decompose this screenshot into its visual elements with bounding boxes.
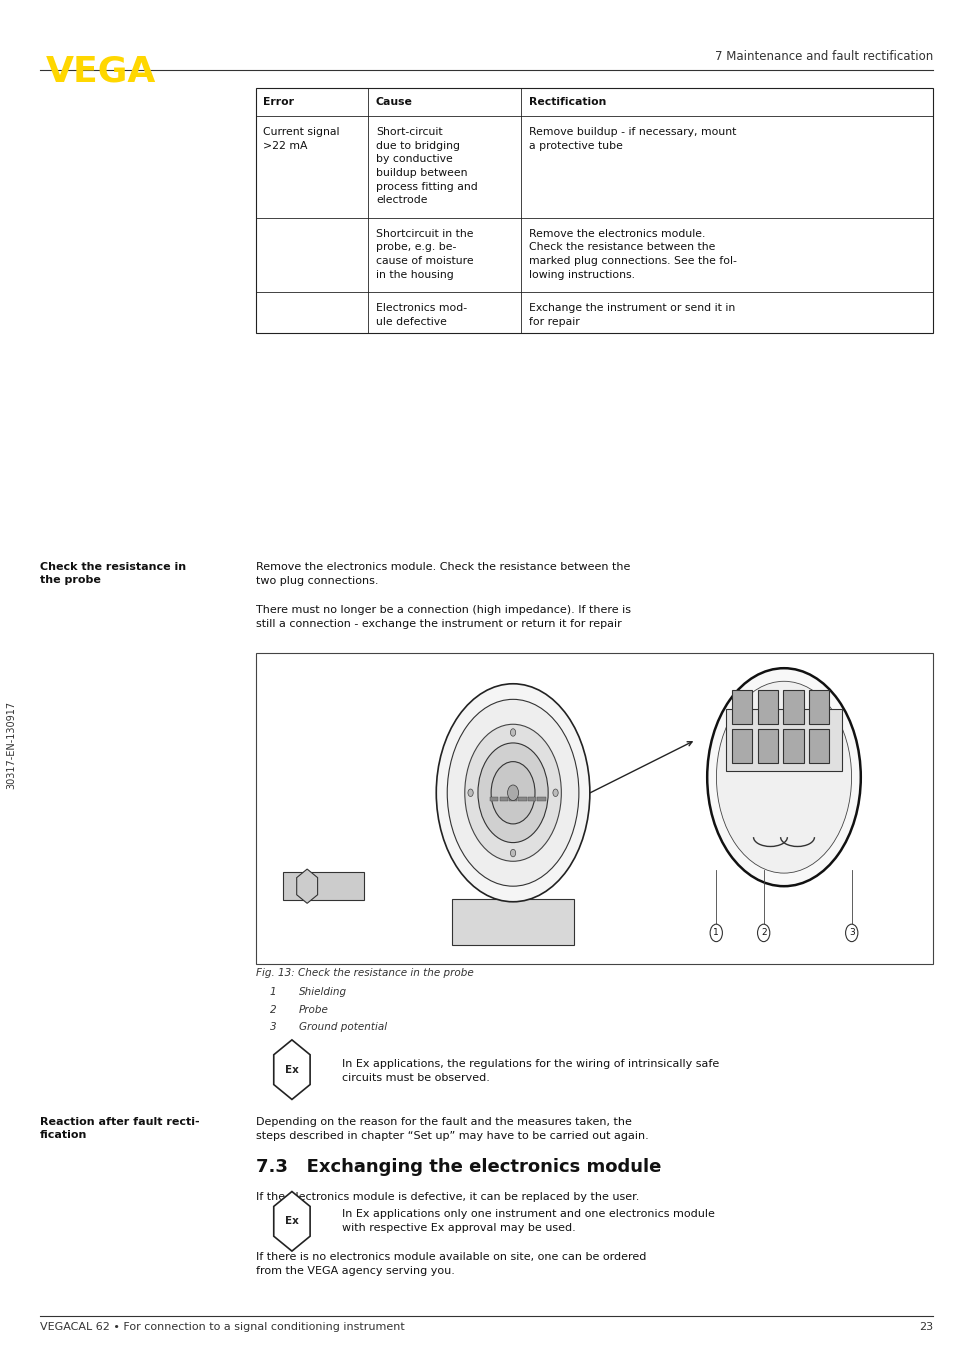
Text: Fig. 13: Check the resistance in the probe: Fig. 13: Check the resistance in the pro… (255, 968, 473, 978)
Text: Rectification: Rectification (528, 97, 605, 107)
Text: 7.3   Exchanging the electronics module: 7.3 Exchanging the electronics module (255, 1158, 660, 1175)
Circle shape (553, 789, 558, 796)
Polygon shape (274, 1192, 310, 1251)
Bar (255, 88, 932, 333)
Circle shape (844, 925, 857, 941)
Text: 30317-EN-130917: 30317-EN-130917 (7, 700, 16, 789)
Bar (782, 689, 802, 724)
Text: In Ex applications, the regulations for the wiring of intrinsically safe
circuit: In Ex applications, the regulations for … (341, 1059, 718, 1083)
Circle shape (507, 785, 518, 800)
Text: Short-circuit
due to bridging
by conductive
buildup between
process fitting and
: Short-circuit due to bridging by conduct… (375, 127, 477, 206)
Text: Shortcircuit in the
probe, e.g. be-
cause of moisture
in the housing: Shortcircuit in the probe, e.g. be- caus… (375, 229, 473, 280)
Text: Ex: Ex (285, 1064, 298, 1075)
Text: Electronics mod-
ule defective: Electronics mod- ule defective (375, 303, 467, 326)
Bar (731, 689, 751, 724)
Bar (782, 728, 802, 764)
Circle shape (436, 684, 589, 902)
Text: There must no longer be a connection (high impedance). If there is
still a conne: There must no longer be a connection (hi… (255, 605, 630, 630)
Text: Ex: Ex (285, 1216, 298, 1227)
Text: 2: 2 (270, 1005, 276, 1014)
Text: Reaction after fault recti-
fication: Reaction after fault recti- fication (40, 1117, 199, 1140)
Circle shape (491, 761, 535, 823)
Text: If there is no electronics module available on site, one can be ordered
from the: If there is no electronics module availa… (255, 1252, 645, 1277)
Text: Ground potential: Ground potential (298, 1022, 386, 1032)
Text: 1: 1 (713, 929, 719, 937)
Text: VEGACAL 62 • For connection to a signal conditioning instrument: VEGACAL 62 • For connection to a signal … (40, 1322, 404, 1331)
Text: Check the resistance in
the probe: Check the resistance in the probe (40, 562, 186, 585)
Text: Probe: Probe (298, 1005, 328, 1014)
Bar (757, 728, 777, 764)
Circle shape (716, 681, 851, 873)
Bar (282, 872, 364, 900)
Bar (537, 796, 545, 800)
Text: Shielding: Shielding (298, 987, 346, 997)
Bar (517, 796, 526, 800)
Text: 7 Maintenance and fault rectification: 7 Maintenance and fault rectification (714, 50, 932, 64)
Bar (808, 728, 828, 764)
Polygon shape (296, 869, 317, 903)
Text: Remove the electronics module.
Check the resistance between the
marked plug conn: Remove the electronics module. Check the… (528, 229, 736, 280)
Circle shape (510, 849, 516, 857)
Bar (509, 796, 517, 800)
Text: Exchange the instrument or send it in
for repair: Exchange the instrument or send it in fo… (528, 303, 734, 326)
Circle shape (709, 925, 721, 941)
Text: 2: 2 (760, 929, 765, 937)
Circle shape (468, 789, 473, 796)
Circle shape (447, 699, 578, 886)
Bar (490, 796, 497, 800)
Text: In Ex applications only one instrument and one electronics module
with respectiv: In Ex applications only one instrument a… (341, 1209, 714, 1233)
Bar (452, 899, 574, 945)
Circle shape (706, 668, 860, 886)
Circle shape (757, 925, 769, 941)
Text: Depending on the reason for the fault and the measures taken, the
steps describe: Depending on the reason for the fault an… (255, 1117, 648, 1141)
Text: Error: Error (263, 97, 294, 107)
Text: 3: 3 (270, 1022, 276, 1032)
Circle shape (510, 728, 516, 737)
Text: VEGA: VEGA (46, 54, 156, 88)
Text: 3: 3 (848, 929, 854, 937)
Text: 23: 23 (918, 1322, 932, 1331)
Circle shape (464, 724, 560, 861)
Text: Remove buildup - if necessary, mount
a protective tube: Remove buildup - if necessary, mount a p… (528, 127, 735, 150)
Text: Current signal
>22 mA: Current signal >22 mA (263, 127, 339, 150)
Text: 1: 1 (270, 987, 276, 997)
Bar (757, 689, 777, 724)
Bar (725, 708, 841, 770)
Text: If the electronics module is defective, it can be replaced by the user.: If the electronics module is defective, … (255, 1192, 639, 1201)
Polygon shape (274, 1040, 310, 1099)
Bar (731, 728, 751, 764)
Circle shape (477, 743, 548, 842)
Text: Cause: Cause (375, 97, 413, 107)
Text: Remove the electronics module. Check the resistance between the
two plug connect: Remove the electronics module. Check the… (255, 562, 629, 586)
Bar (499, 796, 507, 800)
Bar (255, 653, 932, 964)
Bar (527, 796, 536, 800)
Bar (808, 689, 828, 724)
